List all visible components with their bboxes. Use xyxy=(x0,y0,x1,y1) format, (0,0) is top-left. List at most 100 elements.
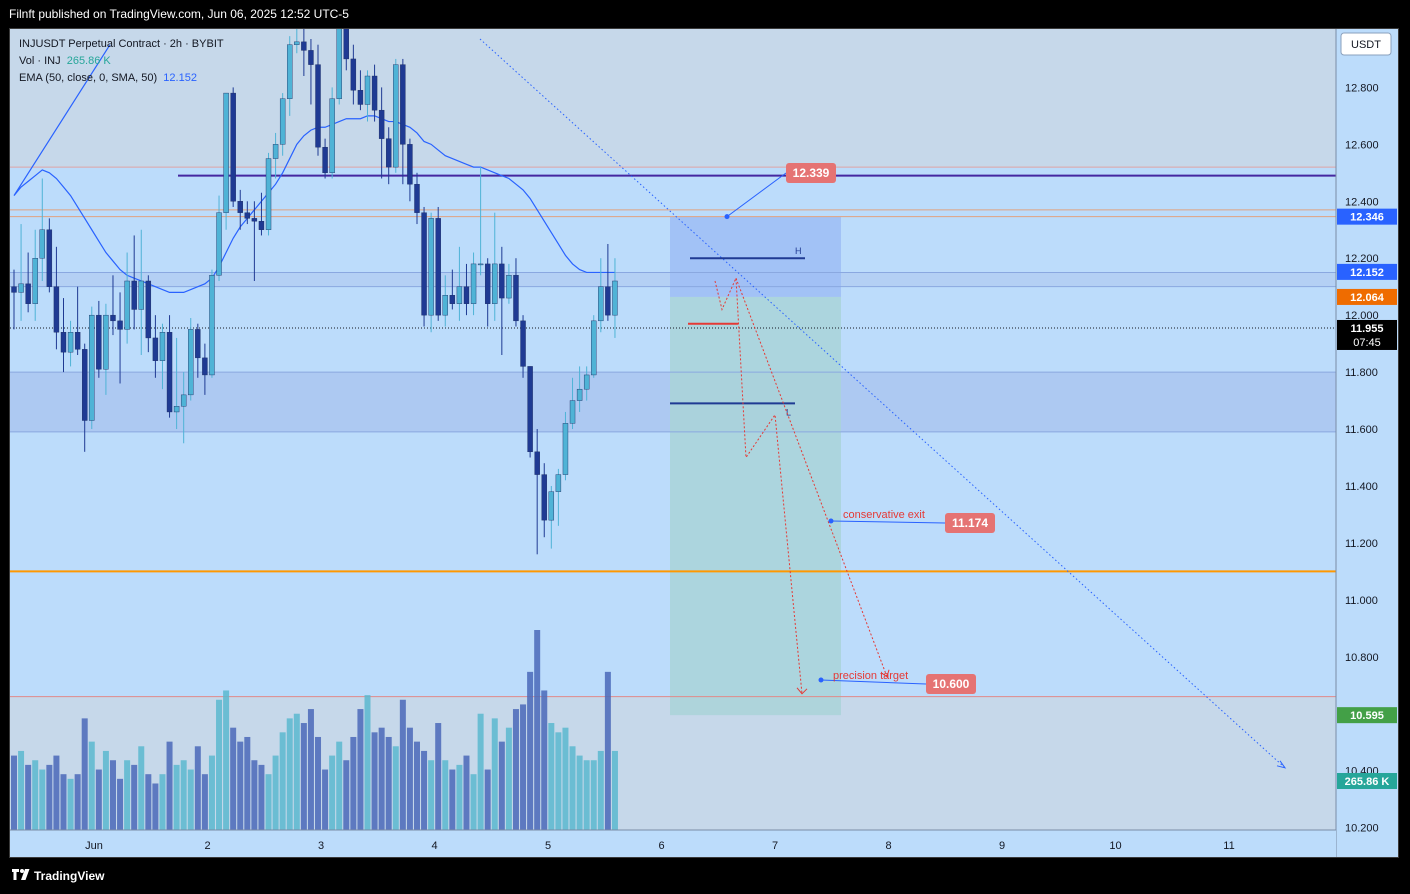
legend-volume[interactable]: Vol · INJ 265.86 K xyxy=(19,53,224,70)
legend-ema[interactable]: EMA (50, close, 0, SMA, 50) 12.152 xyxy=(19,70,224,87)
candle-body xyxy=(173,406,180,413)
volume-bar xyxy=(470,774,477,830)
candle-body xyxy=(166,332,173,413)
volume-bar xyxy=(456,764,463,830)
volume-bar xyxy=(279,732,286,830)
candle-body xyxy=(18,283,24,293)
volume-bar xyxy=(187,769,194,830)
candle-body xyxy=(209,275,215,376)
candle-body xyxy=(470,263,477,304)
tradingview-logo-icon[interactable] xyxy=(12,869,30,883)
volume-bar xyxy=(569,746,576,830)
volume-bar xyxy=(527,671,534,830)
volume-bar xyxy=(463,755,470,830)
candle-body xyxy=(386,138,392,168)
volume-bar xyxy=(371,732,378,830)
annotation-layer: 12.339 11.174 conservative exit 10.600 preci… xyxy=(724,163,995,694)
candle-body xyxy=(484,263,491,304)
volume-layer xyxy=(11,630,618,830)
x-tick-label: 9 xyxy=(999,840,1005,852)
candle-body xyxy=(576,388,583,401)
y-tick-label: 11.400 xyxy=(1345,481,1378,493)
volume-bar xyxy=(74,774,81,830)
candle-body xyxy=(371,75,378,111)
price-badge xyxy=(1337,707,1397,724)
callout-low-leader xyxy=(820,679,927,685)
volume-bar xyxy=(307,709,314,830)
projection-alt-arrow xyxy=(880,669,890,678)
volume-badge-text: 265.86 K xyxy=(1345,776,1390,788)
candle-body xyxy=(598,286,604,322)
candle-body xyxy=(258,221,265,230)
candle-body xyxy=(393,64,399,168)
volume-bar xyxy=(194,746,201,830)
callout-low-value: 10.600 xyxy=(933,677,970,691)
candle-body xyxy=(449,295,456,304)
candle-body xyxy=(230,92,236,202)
y-tick-label: 12.200 xyxy=(1345,253,1379,265)
candle-body xyxy=(322,146,328,174)
callout-upper-badge xyxy=(786,163,836,183)
x-tick-label: 4 xyxy=(431,840,437,852)
candle-body xyxy=(96,314,102,370)
candle-layer xyxy=(11,29,618,555)
volume-bar xyxy=(201,774,208,830)
candle-body xyxy=(520,320,526,367)
candle-body xyxy=(400,64,406,145)
candle-body xyxy=(336,29,342,99)
stop-loss-box xyxy=(670,216,841,297)
candle-body xyxy=(145,280,152,339)
publisher-text: Filnft published on TradingView.com, Jun… xyxy=(9,7,349,21)
volume-bar xyxy=(159,774,166,830)
candle-body xyxy=(103,314,109,370)
candle-body xyxy=(548,491,555,521)
volume-bar xyxy=(39,769,46,830)
volume-bar xyxy=(583,760,590,830)
candle-body xyxy=(25,283,31,304)
y-tick-label: 10.800 xyxy=(1345,652,1379,664)
volume-bar xyxy=(286,718,293,830)
price-badge xyxy=(1337,263,1397,280)
volume-bar xyxy=(109,760,116,830)
candle-body xyxy=(534,451,540,475)
chart-canvas[interactable]: HL 12.80012.60012.40012.20012.00011.8001… xyxy=(10,29,1398,857)
volume-bar xyxy=(67,778,74,830)
candle-body xyxy=(350,58,357,91)
x-tick-label: 5 xyxy=(545,840,551,852)
price-badge-text: 10.595 xyxy=(1350,710,1384,722)
footer-brand[interactable]: TradingView xyxy=(34,869,105,883)
candle-body xyxy=(499,263,505,299)
volume-bar xyxy=(32,760,39,830)
candle-body xyxy=(60,332,67,353)
candle-body xyxy=(124,280,130,330)
candle-body xyxy=(527,366,533,453)
price-badge-text: 12.152 xyxy=(1350,267,1384,279)
candle-body xyxy=(265,158,272,230)
volume-bar xyxy=(491,718,498,830)
callout-upper-leader xyxy=(726,172,787,218)
candle-body xyxy=(378,109,385,139)
y-tick-label: 11.200 xyxy=(1345,538,1378,550)
candle-body xyxy=(492,263,498,304)
candle-body xyxy=(272,144,279,159)
candle-body xyxy=(477,263,484,266)
candle-body xyxy=(357,90,364,105)
volume-bar xyxy=(251,760,258,830)
candle-body xyxy=(195,329,201,359)
volume-bar xyxy=(237,741,244,830)
y-tick-label: 12.800 xyxy=(1345,82,1379,94)
legend-symbol[interactable]: INJUSDT Perpetual Contract · 2h · BYBIT xyxy=(19,38,224,50)
candle-body xyxy=(612,280,618,316)
price-badge-text: 11.955 xyxy=(1350,323,1383,335)
volume-bar xyxy=(223,690,230,830)
volume-badge xyxy=(1337,773,1397,789)
legend-ema-value: 12.152 xyxy=(163,72,197,84)
volume-bar xyxy=(421,750,428,830)
volume-bar xyxy=(343,760,350,830)
y-tick-label: 11.800 xyxy=(1345,367,1378,379)
candle-body xyxy=(74,332,81,350)
candle-body xyxy=(188,329,194,396)
take-profit-box xyxy=(670,296,841,716)
volume-bar xyxy=(131,764,138,830)
